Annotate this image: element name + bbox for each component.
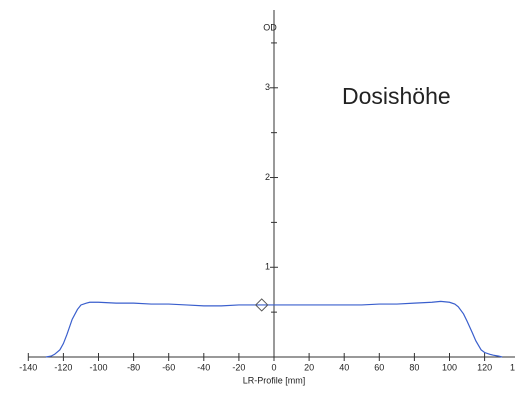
x-tick-label: 60 — [374, 362, 384, 372]
x-tick-label: -20 — [232, 362, 245, 372]
x-tick-label: -60 — [162, 362, 175, 372]
x-tick-label: -140 — [19, 362, 37, 372]
x-tick-label: 20 — [304, 362, 314, 372]
y-axis-label: OD — [263, 22, 277, 32]
x-tick-label: 80 — [409, 362, 419, 372]
x-tick-label: 40 — [339, 362, 349, 372]
x-tick-label: -80 — [127, 362, 140, 372]
x-tick-label: 120 — [477, 362, 492, 372]
x-tick-label: 1 — [510, 362, 515, 372]
y-tick-label: 1 — [265, 262, 270, 272]
annotation: Dosishöhe — [342, 83, 451, 109]
x-tick-label: 100 — [442, 362, 457, 372]
x-tick-label: 0 — [271, 362, 276, 372]
profile-line — [45, 300, 503, 358]
x-tick-label: -120 — [54, 362, 72, 372]
x-tick-label: -40 — [197, 362, 210, 372]
x-axis-label: LR-Profile [mm] — [243, 375, 306, 385]
y-tick-label: 2 — [265, 172, 270, 182]
y-tick-label: 3 — [265, 82, 270, 92]
marker — [255, 298, 269, 312]
x-tick-label: -100 — [89, 362, 107, 372]
